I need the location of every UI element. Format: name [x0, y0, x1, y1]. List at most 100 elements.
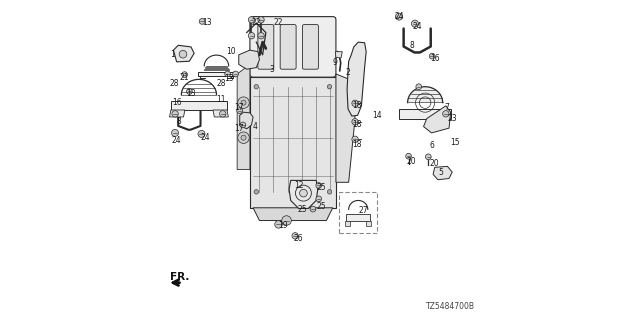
Circle shape	[225, 71, 230, 77]
Circle shape	[238, 97, 249, 108]
Bar	[346, 214, 371, 221]
FancyBboxPatch shape	[258, 25, 274, 69]
Text: 16: 16	[172, 98, 182, 107]
Text: 22: 22	[274, 19, 284, 28]
Text: 13: 13	[202, 19, 212, 28]
Circle shape	[406, 153, 412, 159]
Text: 20: 20	[430, 159, 440, 168]
Text: 24: 24	[200, 133, 210, 142]
Text: 22: 22	[252, 19, 261, 28]
Circle shape	[443, 111, 449, 117]
Circle shape	[241, 100, 246, 105]
Polygon shape	[239, 50, 259, 69]
Text: 3: 3	[269, 65, 274, 74]
Circle shape	[412, 20, 419, 27]
Circle shape	[275, 220, 282, 228]
Text: 13: 13	[225, 74, 234, 83]
Polygon shape	[335, 52, 342, 58]
Polygon shape	[240, 112, 253, 129]
Text: 28: 28	[170, 79, 179, 88]
Text: 8: 8	[177, 117, 181, 126]
FancyBboxPatch shape	[280, 25, 296, 69]
Text: 10: 10	[226, 47, 236, 56]
Text: 23: 23	[447, 114, 457, 123]
FancyBboxPatch shape	[250, 17, 336, 77]
Circle shape	[327, 84, 332, 89]
Circle shape	[310, 206, 316, 212]
Circle shape	[248, 33, 255, 39]
Circle shape	[233, 71, 239, 77]
Polygon shape	[170, 110, 185, 117]
Polygon shape	[424, 106, 451, 133]
Circle shape	[237, 108, 243, 114]
Circle shape	[426, 154, 431, 160]
Circle shape	[352, 100, 358, 107]
Circle shape	[258, 17, 264, 23]
Circle shape	[316, 183, 321, 188]
Polygon shape	[289, 180, 318, 208]
Text: 1: 1	[170, 50, 175, 59]
Text: 5: 5	[438, 168, 443, 177]
Text: TZ5484700B: TZ5484700B	[426, 302, 474, 311]
Circle shape	[316, 196, 321, 202]
Polygon shape	[173, 45, 194, 62]
Text: 21: 21	[180, 73, 189, 82]
Bar	[171, 101, 227, 110]
Circle shape	[248, 17, 255, 23]
Circle shape	[352, 119, 358, 125]
Polygon shape	[347, 42, 366, 116]
Circle shape	[240, 122, 246, 128]
Text: 7: 7	[444, 103, 449, 112]
Bar	[399, 109, 451, 119]
Text: 6: 6	[430, 141, 435, 150]
Circle shape	[352, 136, 358, 142]
Circle shape	[172, 129, 179, 136]
Circle shape	[416, 84, 422, 90]
Text: 8: 8	[409, 41, 414, 50]
Bar	[198, 72, 235, 76]
Text: 25: 25	[298, 205, 307, 214]
Text: 13: 13	[186, 89, 196, 98]
Text: 26: 26	[294, 234, 303, 243]
Text: 12: 12	[294, 181, 303, 190]
Text: 18: 18	[352, 120, 362, 130]
FancyBboxPatch shape	[303, 25, 319, 69]
Circle shape	[327, 190, 332, 194]
Polygon shape	[366, 221, 371, 226]
Text: 18: 18	[352, 101, 362, 110]
Circle shape	[186, 89, 192, 94]
Circle shape	[220, 111, 226, 117]
Circle shape	[282, 216, 291, 225]
Text: 18: 18	[352, 140, 362, 148]
Circle shape	[198, 130, 205, 137]
Circle shape	[238, 132, 249, 143]
Circle shape	[241, 135, 246, 140]
Text: 14: 14	[372, 111, 382, 120]
Text: 17: 17	[234, 103, 244, 112]
Text: 20: 20	[406, 157, 415, 166]
Circle shape	[199, 19, 205, 24]
Polygon shape	[237, 64, 250, 170]
Circle shape	[300, 189, 307, 197]
Text: 15: 15	[451, 138, 460, 147]
Text: FR.: FR.	[170, 272, 189, 282]
Bar	[339, 192, 378, 233]
Text: 17: 17	[234, 124, 244, 132]
Polygon shape	[250, 77, 336, 208]
Circle shape	[172, 111, 179, 117]
Circle shape	[254, 190, 259, 194]
Text: 27: 27	[358, 206, 368, 215]
Text: 24: 24	[412, 22, 422, 31]
Text: 19: 19	[278, 221, 288, 230]
Text: 24: 24	[172, 136, 182, 145]
Text: 25: 25	[317, 202, 326, 211]
Text: 25: 25	[317, 183, 326, 192]
Text: 4: 4	[253, 122, 258, 131]
Circle shape	[182, 72, 188, 77]
Polygon shape	[346, 221, 350, 226]
Circle shape	[179, 50, 187, 58]
Text: 9: 9	[333, 58, 338, 67]
Polygon shape	[433, 166, 452, 180]
Circle shape	[258, 33, 264, 39]
Text: 24: 24	[395, 12, 404, 21]
